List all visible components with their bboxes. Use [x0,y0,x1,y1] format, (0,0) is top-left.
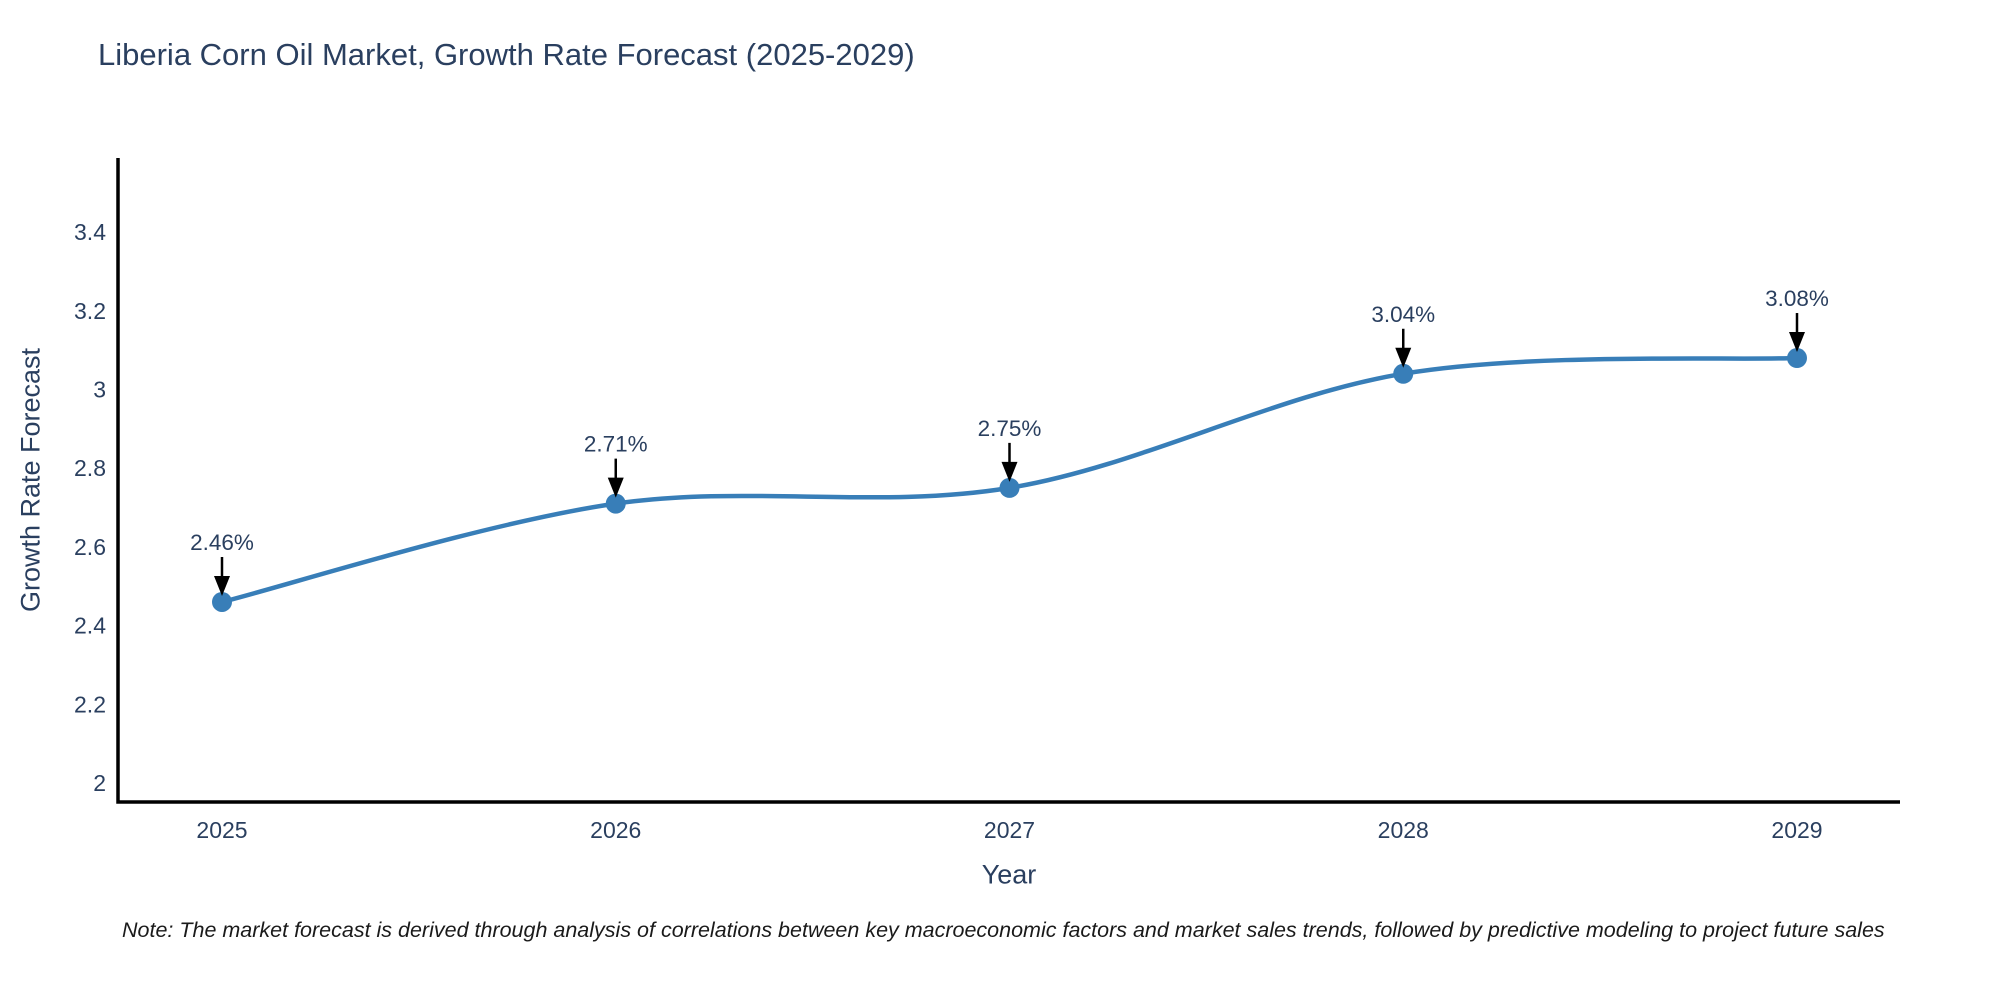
x-tick-label: 2025 [196,817,247,843]
y-tick-label: 3.2 [74,298,106,324]
footnote-text: Note: The market forecast is derived thr… [122,918,1885,942]
annotation-label: 2.75% [978,416,1042,441]
x-axis-title: Year [981,859,1037,890]
x-tick-label: 2028 [1378,817,1429,843]
y-tick-label: 2.8 [74,455,106,481]
x-tick-label: 2027 [984,817,1035,843]
annotation-label: 3.04% [1371,302,1435,327]
annotation-label: 2.71% [584,432,648,457]
data-point-marker [605,493,626,514]
x-tick-label: 2026 [590,817,641,843]
y-tick-label: 3.4 [74,219,106,245]
data-point-marker [999,477,1020,498]
y-tick-label: 2.6 [74,534,106,560]
annotation-label: 3.08% [1765,286,1829,311]
data-point-marker [1393,363,1414,384]
data-point-marker [212,591,232,612]
data-point-marker [1787,348,1807,369]
axis-lines [116,158,1900,804]
y-tick-label: 3 [93,377,106,403]
y-tick-label: 2.2 [74,691,106,717]
x-tick-label: 2029 [1771,817,1822,843]
chart-title: Liberia Corn Oil Market, Growth Rate For… [98,37,915,72]
y-tick-label: 2 [93,770,106,796]
annotation-arrow-head [1001,461,1018,482]
annotation-arrow-head [214,575,230,596]
annotation-label: 2.46% [190,530,254,555]
y-tick-label: 2.4 [74,613,106,639]
annotation-arrow-head [607,477,624,498]
annotation-arrow-head [1789,332,1805,353]
annotation-arrow-head [1395,347,1412,368]
